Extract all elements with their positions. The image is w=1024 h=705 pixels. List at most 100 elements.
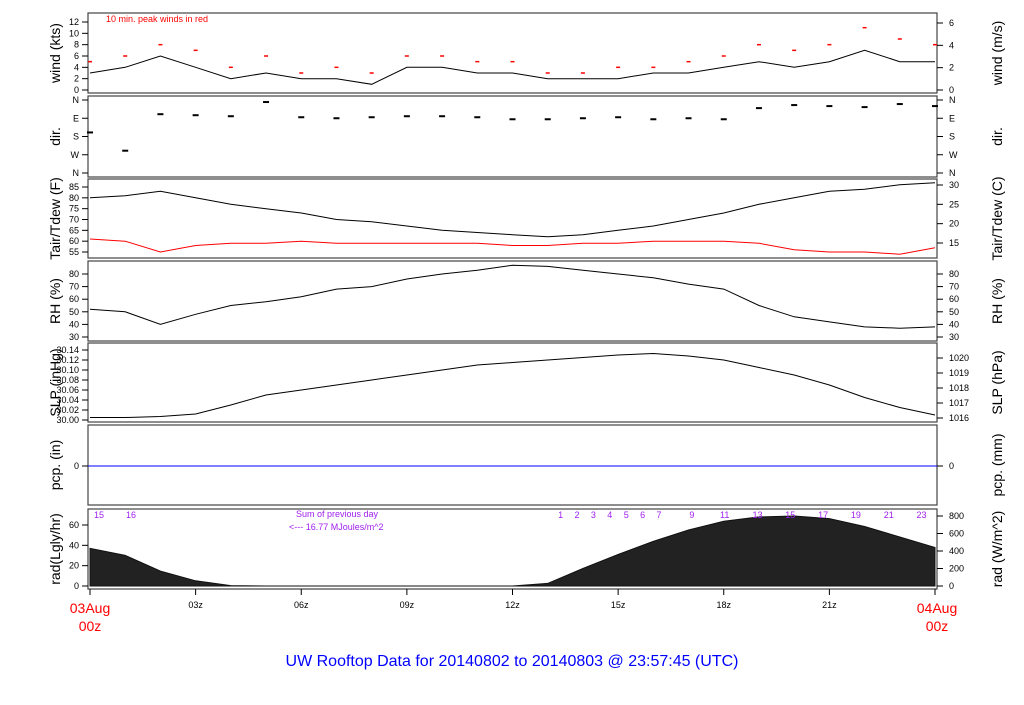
- rad-hour-label: 6: [640, 510, 645, 520]
- y-axis-label-rad-lgly-hr: rad(Lgly/hr): [47, 513, 63, 585]
- start-date-label: 03Aug: [70, 600, 110, 616]
- y-tick-label-right: 800: [949, 511, 964, 521]
- panel-frame: [87, 260, 938, 342]
- y-tick-label: 8: [74, 40, 79, 50]
- sea-level-pressure-line: [90, 352, 936, 418]
- y-tick-label: 2: [74, 74, 79, 84]
- rad-sum-line1: Sum of previous day: [296, 509, 379, 519]
- rad-hour-label: 3: [591, 510, 596, 520]
- panel-frame: [87, 12, 938, 94]
- dewpoint-line: [89, 238, 936, 255]
- rad-hour-label: 13: [752, 510, 762, 520]
- y-tick-label: 40: [69, 540, 79, 550]
- y-tick-label-right: 50: [949, 307, 959, 317]
- y-tick-label-right: 60: [949, 294, 959, 304]
- rad-hour-label: 15: [785, 510, 795, 520]
- rad-hour-label: 9: [689, 510, 694, 520]
- panel-frame: [87, 424, 938, 506]
- y-tick-label: 80: [69, 269, 79, 279]
- y-tick-label: 30.06: [56, 385, 79, 395]
- y-tick-label-right: 1020: [949, 353, 969, 363]
- y-tick-label: N: [73, 168, 80, 178]
- rad-hour-label: 11: [720, 510, 729, 520]
- y-tick-label: S: [73, 132, 79, 142]
- y-tick-label-right: 0: [949, 85, 954, 95]
- y-tick-label: 85: [69, 182, 79, 192]
- y-tick-label: 80: [69, 193, 79, 203]
- y-tick-label: 0: [74, 461, 79, 471]
- y-axis-label-right-rad-w-m-2: rad (W/m^2): [989, 511, 1005, 588]
- rad-hour-label: 16: [126, 510, 136, 520]
- y-tick-label-right: 4: [949, 40, 954, 50]
- y-tick-label: 0: [74, 581, 79, 591]
- y-tick-label: 30.14: [56, 345, 79, 355]
- y-tick-label: 40: [69, 319, 79, 329]
- y-tick-label-right: N: [949, 168, 956, 178]
- panel-frame: [87, 178, 938, 259]
- y-tick-label: 55: [69, 247, 79, 257]
- y-tick-label-right: 0: [949, 461, 954, 471]
- y-tick-label-right: N: [949, 95, 956, 105]
- y-tick-label-right: 400: [949, 546, 964, 556]
- end-hour-label: 00z: [926, 618, 949, 634]
- y-tick-label: 20: [69, 561, 79, 571]
- y-axis-label-right-pcp-mm: pcp. (mm): [989, 434, 1005, 497]
- y-axis-label-right-dir: dir.: [989, 127, 1005, 146]
- y-tick-label: 30.04: [56, 395, 79, 405]
- rad-hour-label: 5: [624, 510, 629, 520]
- y-tick-label-right: 1017: [949, 398, 969, 408]
- y-tick-label: 50: [69, 307, 79, 317]
- rad-sum-line2: <--- 16.77 MJoules/m^2: [289, 522, 384, 532]
- y-tick-label-right: 1018: [949, 383, 969, 393]
- y-tick-label-right: E: [949, 113, 955, 123]
- wind-note: 10 min. peak winds in red: [106, 14, 208, 24]
- chart-title: UW Rooftop Data for 20140802 to 20140803…: [286, 653, 739, 670]
- y-tick-label: 70: [69, 282, 79, 292]
- y-tick-label: 30.12: [56, 355, 79, 365]
- y-axis-label-right-slp-hpa: SLP (hPa): [989, 350, 1005, 414]
- y-tick-label: 4: [74, 62, 79, 72]
- y-tick-label: 30.10: [56, 365, 79, 375]
- y-tick-label: 10: [69, 28, 79, 38]
- y-tick-label-right: 25: [949, 199, 959, 209]
- y-tick-label-right: 2: [949, 63, 954, 73]
- y-tick-label: E: [73, 113, 79, 123]
- air-temperature-line: [89, 182, 936, 238]
- start-hour-label: 00z: [79, 618, 102, 634]
- rad-hour-label: 4: [607, 510, 612, 520]
- y-tick-label: 12: [69, 17, 79, 27]
- x-tick-label: 15z: [611, 600, 626, 610]
- x-tick-label: 03z: [188, 600, 203, 610]
- y-tick-label-right: 0: [949, 581, 954, 591]
- rad-hour-label: 15: [94, 510, 104, 520]
- rad-hour-label: 17: [818, 510, 828, 520]
- y-tick-label: 75: [69, 204, 79, 214]
- x-tick-label: 18z: [716, 600, 731, 610]
- x-tick-label: 21z: [822, 600, 837, 610]
- y-tick-label: 30: [69, 332, 79, 342]
- y-tick-label: N: [73, 95, 80, 105]
- y-tick-label: 65: [69, 225, 79, 235]
- rad-hour-label: 23: [917, 510, 927, 520]
- y-tick-label-right: 200: [949, 564, 964, 574]
- y-tick-label: 0: [74, 85, 79, 95]
- rad-hour-label: 1: [558, 510, 563, 520]
- y-tick-label-right: 70: [949, 282, 959, 292]
- y-axis-label-right-rh: RH (%): [989, 278, 1005, 324]
- y-axis-label-slp-inhg: SLP (inHg): [47, 348, 63, 416]
- wind-speed-line: [89, 49, 935, 85]
- y-axis-label-pcp-in: pcp. (in): [47, 440, 63, 491]
- y-axis-label-rh: RH (%): [47, 278, 63, 324]
- y-tick-label-right: W: [949, 150, 958, 160]
- y-tick-label-right: 80: [949, 269, 959, 279]
- y-tick-label-right: 600: [949, 529, 964, 539]
- panel-frame: [87, 342, 938, 423]
- rad-hour-label: 19: [851, 510, 861, 520]
- y-tick-label: 30.08: [56, 375, 79, 385]
- y-axis-label-tair-tdew-f: Tair/Tdew (F): [47, 177, 63, 259]
- end-date-label: 04Aug: [917, 600, 957, 616]
- y-tick-label-right: 6: [949, 18, 954, 28]
- y-axis-label-right-wind-m-s: wind (m/s): [989, 21, 1005, 87]
- y-tick-label: 60: [69, 520, 79, 530]
